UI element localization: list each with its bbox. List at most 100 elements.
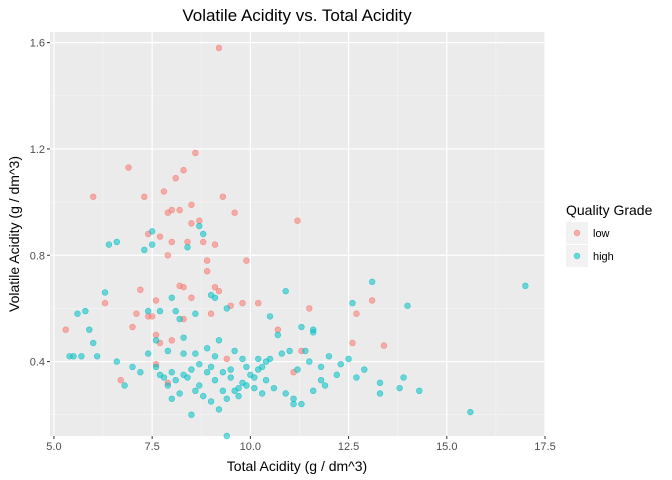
data-point-high xyxy=(192,387,199,395)
data-point-low xyxy=(184,238,191,246)
data-point-high xyxy=(306,358,313,365)
data-point-high xyxy=(219,369,227,376)
data-point-high xyxy=(317,376,325,384)
data-point-high xyxy=(211,376,219,384)
data-point-high xyxy=(203,369,211,376)
data-point-high xyxy=(239,355,246,363)
data-point-high xyxy=(361,366,368,373)
data-point-high xyxy=(294,366,301,373)
data-point-low xyxy=(172,174,179,182)
data-point-high xyxy=(148,241,156,248)
data-point-low xyxy=(129,323,136,331)
data-point-high xyxy=(66,353,73,360)
data-point-high xyxy=(282,287,289,295)
data-point-low xyxy=(180,167,187,174)
data-points xyxy=(62,44,529,440)
data-point-low xyxy=(306,305,313,312)
data-point-low xyxy=(180,283,187,291)
x-tick-label: 7.5 xyxy=(144,441,159,453)
data-point-low xyxy=(380,342,388,349)
data-point-high xyxy=(137,369,144,376)
x-tick-label: 15.0 xyxy=(436,441,457,453)
data-point-low xyxy=(207,310,215,317)
legend-keys: low high xyxy=(566,222,614,267)
data-point-high xyxy=(325,353,333,360)
data-point-high xyxy=(298,400,305,408)
data-point-low xyxy=(188,201,195,208)
data-point-high xyxy=(211,294,219,301)
data-point-high xyxy=(141,246,148,254)
data-point-low xyxy=(125,164,132,171)
data-point-high xyxy=(255,355,262,363)
data-point-high xyxy=(145,307,152,315)
data-point-low xyxy=(203,257,211,264)
data-point-low xyxy=(90,193,97,200)
data-point-high xyxy=(200,392,207,400)
data-point-high xyxy=(200,230,207,238)
data-point-high xyxy=(302,347,309,355)
data-point-high xyxy=(215,337,223,344)
data-point-high xyxy=(113,238,120,246)
data-point-high xyxy=(243,363,250,371)
data-point-high xyxy=(152,337,160,344)
data-point-low xyxy=(133,310,140,317)
data-point-high xyxy=(368,278,376,286)
plot-panel xyxy=(50,32,545,436)
data-point-high xyxy=(192,310,199,317)
legend-title: Quality Grade xyxy=(566,202,653,218)
data-point-high xyxy=(223,432,230,440)
y-axis-title: Volatile Acidity (g / dm^3) xyxy=(6,156,22,312)
x-tick-label: 5.0 xyxy=(46,441,61,453)
data-point-low xyxy=(215,287,223,295)
data-point-low xyxy=(215,44,223,52)
data-point-low xyxy=(349,339,356,347)
data-point-low xyxy=(137,286,144,294)
data-point-high xyxy=(101,289,109,296)
data-point-high xyxy=(227,374,234,381)
data-point-high xyxy=(262,358,270,365)
data-point-low xyxy=(203,268,211,275)
data-point-low xyxy=(219,193,227,200)
data-point-high xyxy=(164,382,172,389)
data-point-high xyxy=(345,355,352,363)
data-point-high xyxy=(156,307,164,315)
data-point-high xyxy=(376,379,384,387)
data-point-low xyxy=(164,209,172,216)
y-tick-label: 1.2 xyxy=(30,144,45,156)
data-point-high xyxy=(215,406,223,413)
data-point-high xyxy=(467,408,474,416)
data-point-high xyxy=(396,384,403,392)
data-point-high xyxy=(317,363,325,371)
data-point-high xyxy=(223,395,230,402)
data-point-high xyxy=(180,334,187,341)
data-point-high xyxy=(90,339,97,347)
legend-marker-low xyxy=(573,229,581,237)
data-point-high xyxy=(74,310,81,317)
data-point-high xyxy=(416,387,423,395)
chart-title: Volatile Acidity vs. Total Acidity xyxy=(182,6,412,25)
data-point-high xyxy=(105,241,113,248)
data-point-low xyxy=(188,220,195,227)
x-tick-label: 17.5 xyxy=(534,441,555,453)
data-point-high xyxy=(192,350,199,357)
grid-lines xyxy=(50,32,546,436)
data-point-high xyxy=(278,350,285,357)
data-point-high xyxy=(145,350,152,357)
y-tick-label: 0.8 xyxy=(30,250,45,262)
x-axis-title: Total Acidity (g / dm^3) xyxy=(227,458,367,474)
data-point-low xyxy=(152,297,160,304)
data-point-high xyxy=(176,390,183,397)
data-point-high xyxy=(258,363,266,371)
data-point-low xyxy=(255,299,262,307)
data-point-high xyxy=(262,376,270,384)
data-point-high xyxy=(219,387,227,395)
data-point-low xyxy=(223,355,230,363)
data-point-high xyxy=(310,387,317,395)
data-point-high xyxy=(152,363,160,371)
data-point-high xyxy=(196,361,203,368)
data-point-low xyxy=(141,193,148,200)
data-point-high xyxy=(522,282,529,290)
data-point-high xyxy=(298,323,305,331)
data-point-high xyxy=(274,331,282,339)
